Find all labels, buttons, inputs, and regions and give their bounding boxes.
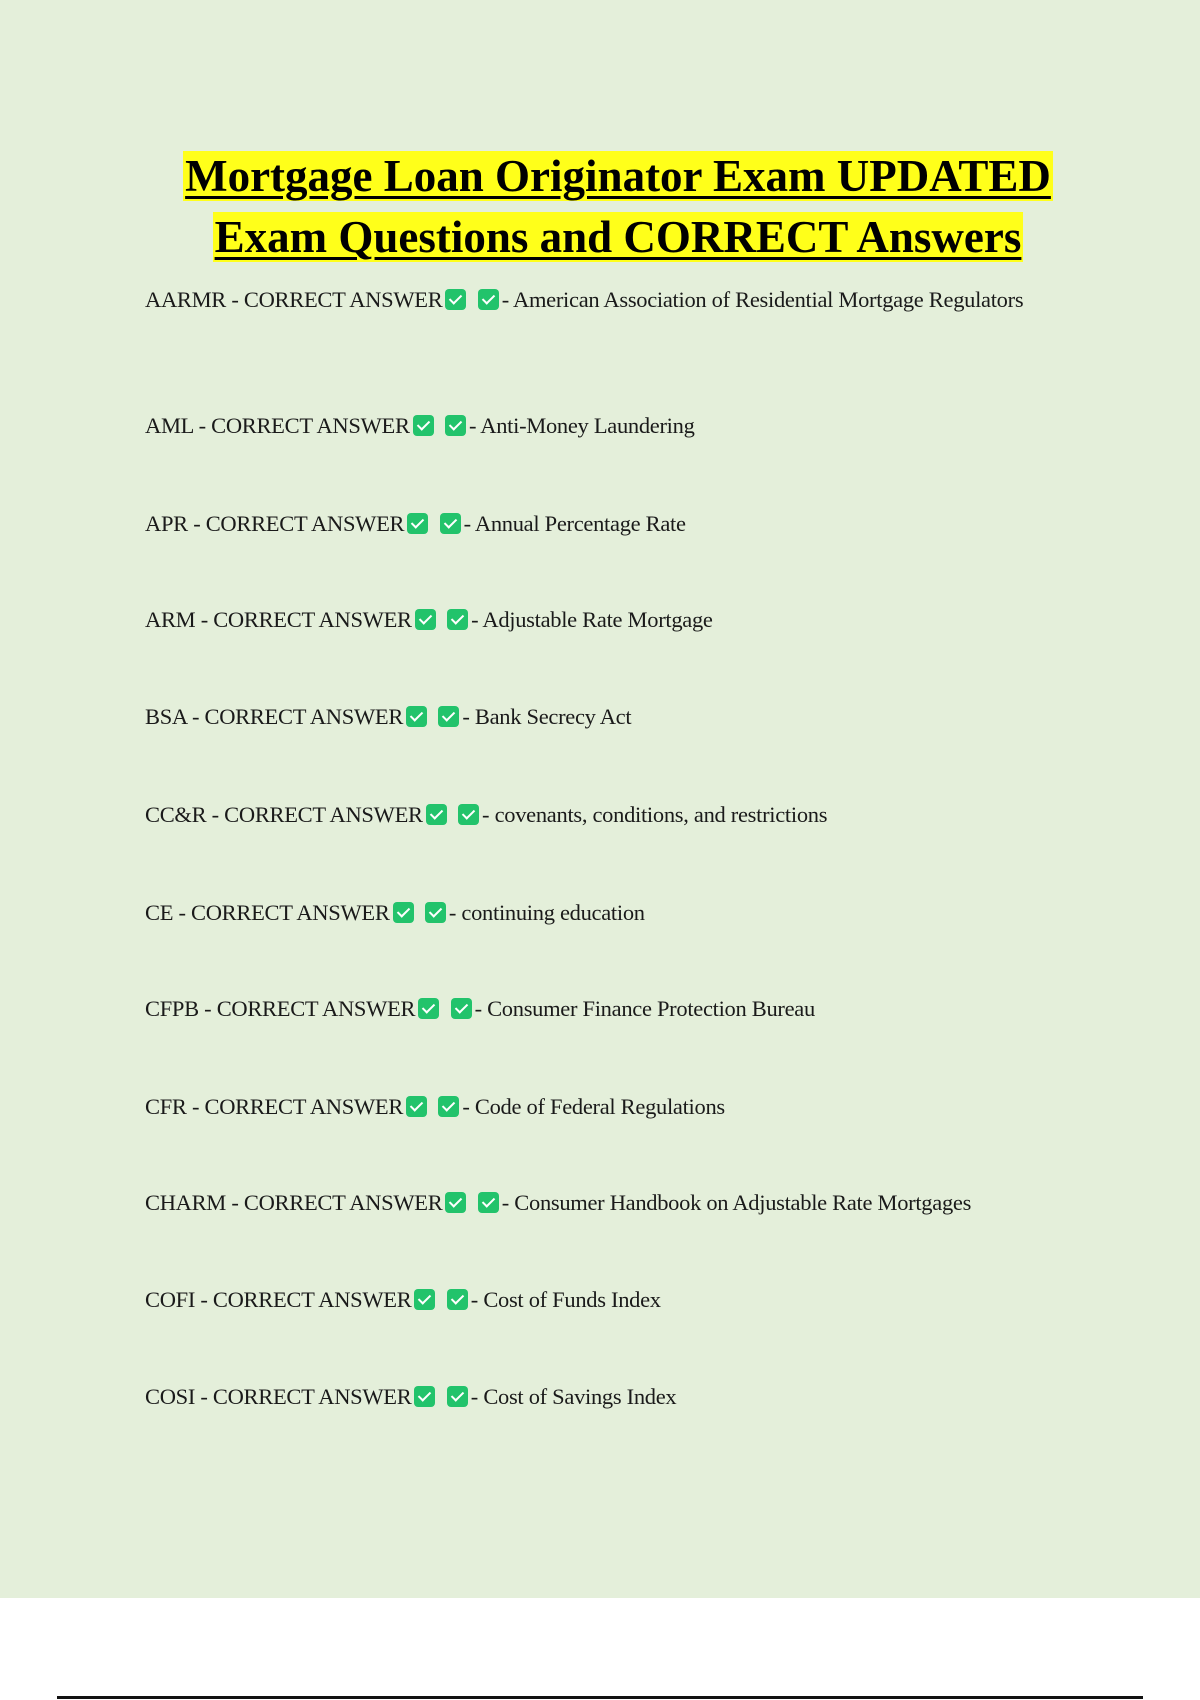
document-title: Mortgage Loan Originator Exam UPDATED Ex…: [0, 146, 1200, 268]
check-mark-icon: [438, 706, 460, 727]
answer-label: CORRECT ANSWER: [212, 1384, 412, 1409]
qa-item: AARMR - CORRECT ANSWER - American Associ…: [145, 287, 1024, 312]
term: ARM: [145, 607, 196, 632]
answer-label: CORRECT ANSWER: [212, 1287, 412, 1312]
check-mark-icon: [407, 513, 429, 534]
qa-item: COSI - CORRECT ANSWER - Cost of Savings …: [145, 1384, 677, 1409]
answer-label: CORRECT ANSWER: [204, 1094, 404, 1119]
check-mark-icon: [477, 1192, 499, 1213]
qa-item: CHARM - CORRECT ANSWER - Consumer Handbo…: [145, 1190, 972, 1215]
term: COSI: [145, 1384, 196, 1409]
check-mark-icon: [414, 609, 436, 630]
definition: Code of Federal Regulations: [474, 1094, 725, 1119]
check-mark-icon: [424, 902, 446, 923]
title-line-1: Mortgage Loan Originator Exam UPDATED: [183, 151, 1053, 201]
term: AML: [145, 413, 194, 438]
check-mark-icon: [458, 804, 480, 825]
definition: Annual Percentage Rate: [474, 511, 686, 536]
answer-label: CORRECT ANSWER: [213, 607, 412, 632]
document-page: Mortgage Loan Originator Exam UPDATED Ex…: [0, 0, 1200, 1598]
definition: Adjustable Rate Mortgage: [482, 607, 713, 632]
term: CHARM: [145, 1190, 227, 1215]
check-mark-icon: [392, 902, 414, 923]
check-mark-icon: [414, 1386, 436, 1407]
term: AARMR: [145, 287, 227, 312]
qa-item: COFI - CORRECT ANSWER - Cost of Funds In…: [145, 1287, 661, 1312]
check-mark-icon: [414, 1289, 436, 1310]
qa-item: ARM - CORRECT ANSWER - Adjustable Rate M…: [145, 607, 713, 632]
definition: American Association of Residential Mort…: [513, 287, 1024, 312]
qa-item: CFPB - CORRECT ANSWER - Consumer Finance…: [145, 996, 815, 1021]
answer-label: CORRECT ANSWER: [243, 1190, 443, 1215]
check-mark-icon: [450, 998, 472, 1019]
check-mark-icon: [447, 609, 469, 630]
check-mark-icon: [446, 1289, 468, 1310]
answer-label: CORRECT ANSWER: [224, 802, 423, 827]
qa-item: AML - CORRECT ANSWER - Anti-Money Launde…: [145, 413, 695, 438]
qa-item: CC&R - CORRECT ANSWER - covenants, condi…: [145, 802, 828, 827]
definition: covenants, conditions, and restrictions: [494, 802, 828, 827]
definition: Anti-Money Laundering: [480, 413, 695, 438]
term: CE: [145, 900, 174, 925]
term: CFPB: [145, 996, 199, 1021]
answer-label: CORRECT ANSWER: [216, 996, 416, 1021]
check-mark-icon: [477, 289, 499, 310]
check-mark-icon: [418, 998, 440, 1019]
qa-item: CFR - CORRECT ANSWER - Code of Federal R…: [145, 1094, 725, 1119]
definition: Consumer Handbook on Adjustable Rate Mor…: [514, 1190, 972, 1215]
title-line-2: Exam Questions and CORRECT Answers: [212, 212, 1024, 262]
term: CC&R: [145, 802, 207, 827]
check-mark-icon: [406, 706, 428, 727]
definition: Bank Secrecy Act: [474, 704, 632, 729]
check-mark-icon: [445, 289, 467, 310]
qa-item: CE - CORRECT ANSWER - continuing educati…: [145, 900, 645, 925]
answer-label: CORRECT ANSWER: [205, 511, 405, 536]
check-mark-icon: [438, 1096, 460, 1117]
answer-label: CORRECT ANSWER: [204, 704, 404, 729]
definition: Cost of Funds Index: [483, 1287, 661, 1312]
term: BSA: [145, 704, 187, 729]
check-mark-icon: [406, 1096, 428, 1117]
check-mark-icon: [446, 1386, 468, 1407]
definition: Consumer Finance Protection Bureau: [487, 996, 815, 1021]
qa-item: APR - CORRECT ANSWER - Annual Percentage…: [145, 511, 686, 536]
check-mark-icon: [444, 415, 466, 436]
answer-label: CORRECT ANSWER: [191, 900, 390, 925]
qa-item: BSA - CORRECT ANSWER - Bank Secrecy Act: [145, 704, 632, 729]
definition: Cost of Savings Index: [483, 1384, 677, 1409]
term: COFI: [145, 1287, 196, 1312]
definition: continuing education: [461, 900, 645, 925]
check-mark-icon: [439, 513, 461, 534]
answer-label: CORRECT ANSWER: [211, 413, 410, 438]
footer-divider: [57, 1696, 1143, 1699]
term: APR: [145, 511, 188, 536]
check-mark-icon: [412, 415, 434, 436]
check-mark-icon: [445, 1192, 467, 1213]
check-mark-icon: [425, 804, 447, 825]
term: CFR: [145, 1094, 187, 1119]
answer-label: CORRECT ANSWER: [243, 287, 443, 312]
